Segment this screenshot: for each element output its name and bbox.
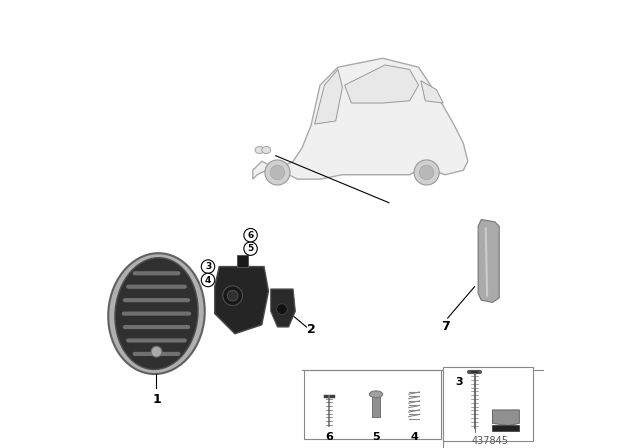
Circle shape: [419, 165, 434, 180]
Ellipse shape: [108, 253, 205, 374]
Circle shape: [265, 160, 290, 185]
Circle shape: [201, 273, 215, 287]
Text: 1: 1: [152, 393, 161, 406]
Text: 437845: 437845: [472, 436, 509, 446]
Circle shape: [151, 346, 162, 357]
Text: 5: 5: [248, 244, 253, 253]
Text: 6: 6: [325, 432, 333, 442]
Circle shape: [244, 242, 257, 255]
Polygon shape: [421, 81, 443, 103]
Circle shape: [270, 165, 285, 180]
Circle shape: [201, 260, 215, 273]
Text: 5: 5: [372, 432, 380, 442]
Text: 6: 6: [248, 231, 253, 240]
Polygon shape: [253, 58, 468, 179]
Text: 2: 2: [307, 323, 316, 336]
Polygon shape: [215, 267, 269, 334]
Text: 7: 7: [441, 320, 450, 333]
Text: 4: 4: [410, 432, 418, 442]
FancyBboxPatch shape: [443, 367, 533, 441]
FancyBboxPatch shape: [305, 370, 441, 439]
Ellipse shape: [369, 391, 383, 398]
Circle shape: [414, 160, 439, 185]
Polygon shape: [493, 410, 520, 426]
Polygon shape: [345, 65, 419, 103]
Polygon shape: [271, 289, 296, 327]
Polygon shape: [237, 255, 248, 267]
Text: 4: 4: [205, 276, 211, 284]
Circle shape: [276, 304, 287, 314]
Polygon shape: [478, 220, 499, 302]
Circle shape: [223, 286, 243, 306]
Ellipse shape: [255, 146, 264, 154]
Ellipse shape: [115, 258, 198, 370]
Polygon shape: [315, 69, 342, 124]
FancyBboxPatch shape: [371, 394, 380, 417]
FancyBboxPatch shape: [493, 425, 520, 431]
Ellipse shape: [262, 146, 271, 154]
Text: 3: 3: [455, 377, 463, 387]
Text: 3: 3: [205, 262, 211, 271]
Circle shape: [244, 228, 257, 242]
Circle shape: [227, 290, 238, 301]
